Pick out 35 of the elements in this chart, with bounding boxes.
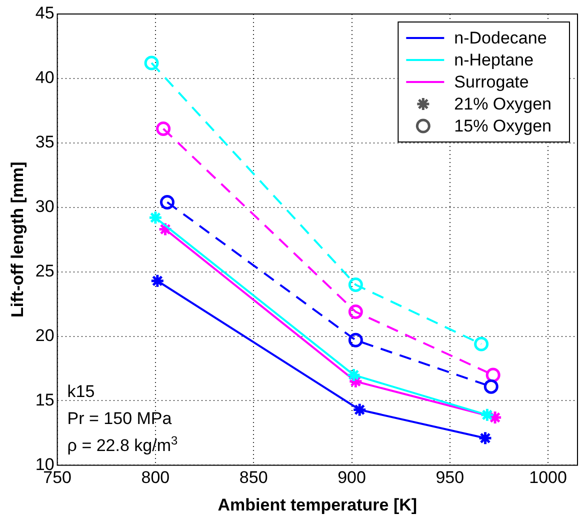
- legend-label: 15% Oxygen: [454, 116, 552, 136]
- legend-label: Surrogate: [454, 72, 529, 92]
- x-tick-label: 900: [338, 468, 366, 488]
- x-tick-label: 800: [141, 468, 170, 488]
- y-tick-label: 15: [35, 390, 54, 410]
- x-tick-label: 850: [239, 468, 268, 488]
- point: [348, 332, 363, 348]
- point: [348, 277, 363, 292]
- y-tick-label: 30: [35, 197, 54, 216]
- point: [352, 402, 367, 418]
- y-tick-label: 35: [35, 132, 54, 152]
- point: [160, 194, 174, 210]
- point: [148, 210, 163, 225]
- y-axis-title: Lift-off length [mm]: [8, 162, 27, 318]
- y-tick-label: 40: [35, 68, 54, 88]
- point: [474, 336, 489, 352]
- point: [348, 304, 363, 320]
- y-tick-label: 25: [35, 262, 54, 281]
- x-tick-label: 1000: [529, 468, 567, 488]
- point: [150, 274, 165, 288]
- legend-label: n-Dodecane: [454, 28, 547, 48]
- y-tick-label: 20: [35, 326, 54, 345]
- point: [144, 56, 159, 70]
- point: [346, 368, 361, 382]
- annotation: Pr = 150 MPa: [67, 409, 172, 428]
- point: [484, 379, 498, 394]
- x-axis-title: Ambient temperature [K]: [218, 495, 418, 514]
- x-tick-label: 950: [436, 468, 464, 488]
- point: [156, 121, 171, 136]
- point: [480, 408, 494, 422]
- legend-label: 21% Oxygen: [454, 94, 552, 114]
- y-tick-label: 45: [35, 4, 54, 23]
- legend-label: n-Heptane: [454, 50, 534, 70]
- point: [478, 430, 492, 446]
- annotation: k15: [67, 382, 95, 402]
